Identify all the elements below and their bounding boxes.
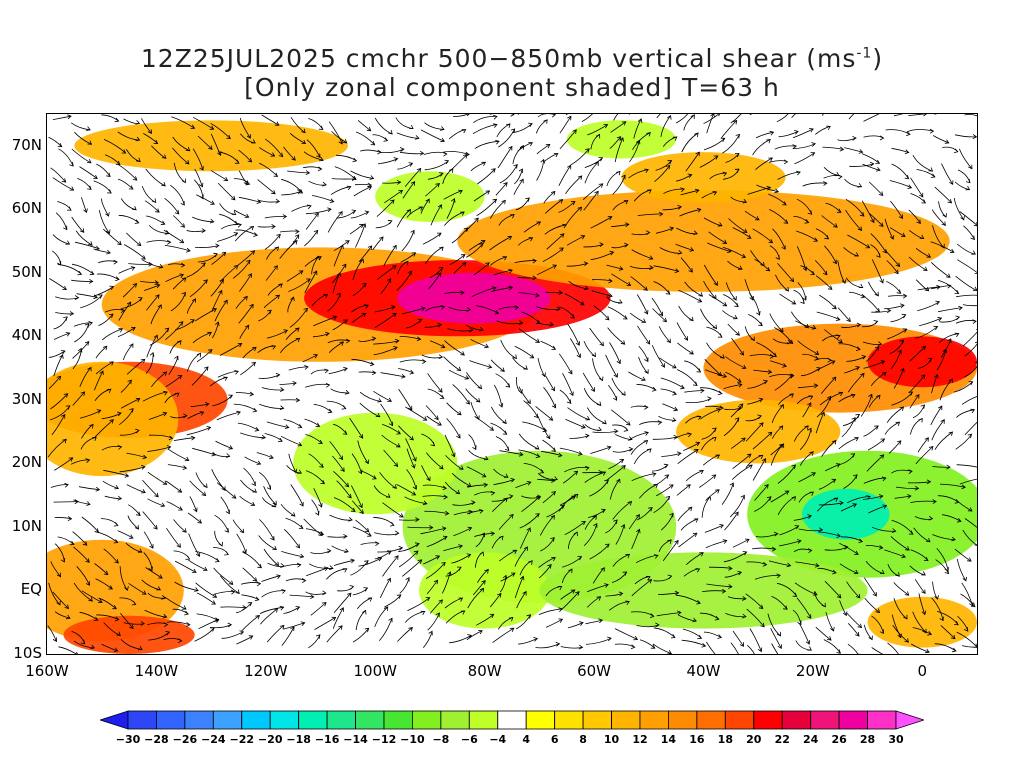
colorbar-swatch-11 <box>411 710 442 730</box>
lon-label-8: 0 <box>917 662 928 680</box>
shear-shading-region-8 <box>47 539 184 642</box>
colorbar-swatch-7 <box>298 710 328 730</box>
lon-label-3: 100W <box>353 662 397 680</box>
map-plot-area <box>46 113 978 655</box>
colorbar-swatch-15 <box>525 710 556 730</box>
colorbar-swatch-28 <box>895 710 924 730</box>
colorbar-swatch-25 <box>810 710 840 730</box>
colorbar-swatch-21 <box>696 710 726 730</box>
lat-label-1: 60N <box>11 199 42 218</box>
colorbar-label-18: 12 <box>632 733 648 746</box>
colorbar-label-25: 26 <box>831 733 847 746</box>
colorbar-label-3: −24 <box>201 733 226 746</box>
lat-label-6: 10N <box>11 516 42 535</box>
colorbar-label-21: 18 <box>717 733 733 746</box>
colorbar-swatch-19 <box>639 710 669 730</box>
colorbar-label-14: 4 <box>522 733 531 746</box>
title-units-exponent: -1 <box>856 45 873 62</box>
colorbar-label-2: −26 <box>172 733 198 746</box>
lon-label-1: 140W <box>134 662 179 680</box>
lat-label-4: 30N <box>11 389 42 408</box>
lat-label-5: 20N <box>11 453 42 472</box>
streamlines <box>47 114 977 654</box>
colorbar-swatch-6 <box>269 710 299 730</box>
colorbar-label-6: −18 <box>286 733 311 746</box>
colorbar-label-10: −10 <box>400 733 425 746</box>
colorbar-swatch-18 <box>611 710 641 730</box>
lon-label-4: 80W <box>467 662 502 680</box>
colorbar-swatch-8 <box>326 710 356 730</box>
colorbar-swatch-20 <box>668 710 698 730</box>
shear-map-svg <box>47 114 977 654</box>
colorbar-label-15: 6 <box>550 733 559 746</box>
colorbar-swatch-22 <box>724 710 755 730</box>
shear-shading-region-2 <box>397 272 551 324</box>
shear-shading-region-20 <box>867 596 977 648</box>
colorbar-swatch-4 <box>212 710 243 730</box>
colorbar-swatch-23 <box>753 710 783 730</box>
colorbar-swatch-10 <box>383 710 413 730</box>
colorbar-label-26: 28 <box>859 733 876 746</box>
lon-label-5: 60W <box>577 662 611 680</box>
colorbar-label-5: −20 <box>257 733 283 746</box>
title-main: 12Z25JUL2025 cmchr 500−850mb vertical sh… <box>140 44 857 73</box>
shear-shading-region-4 <box>47 361 179 477</box>
colorbar-swatch-1 <box>127 710 157 730</box>
colorbar-swatch-12 <box>440 710 470 730</box>
shear-shading-region-5 <box>457 190 950 292</box>
shear-shading-region-15 <box>539 552 868 629</box>
colorbar-swatch-26 <box>838 710 868 730</box>
shear-shading-region-9 <box>63 615 195 654</box>
shear-shading-region-13 <box>293 412 458 515</box>
colorbar-swatch-5 <box>241 710 271 730</box>
lon-label-2: 120W <box>244 662 288 680</box>
colorbar-label-12: −6 <box>460 733 478 746</box>
colorbar-swatch-16 <box>554 710 584 730</box>
lon-label-0: 160W <box>25 662 69 680</box>
colorbar-swatch-27 <box>867 710 897 730</box>
lat-label-7: EQ <box>20 580 42 599</box>
colorbar-label-13: −4 <box>489 733 507 746</box>
lon-label-6: 40W <box>686 662 721 680</box>
shear-shading-region-21 <box>676 399 841 464</box>
colorbar-label-17: 10 <box>603 733 620 746</box>
colorbar-swatch-13 <box>468 710 499 730</box>
colorbar-label-0: −30 <box>115 733 141 746</box>
title-close-paren: ) <box>872 44 884 73</box>
colorbar <box>100 710 924 730</box>
lat-label-3: 40N <box>11 326 42 345</box>
shear-shading-region-7 <box>867 336 977 388</box>
colorbar-swatch-0 <box>100 710 129 730</box>
chart-title-line2: [Only zonal component shaded] T=63 h <box>244 73 780 102</box>
colorbar-label-1: −28 <box>144 733 169 746</box>
colorbar-swatch-2 <box>156 710 186 730</box>
lat-label-0: 70N <box>11 135 42 154</box>
colorbar-swatch-9 <box>355 710 385 730</box>
lon-label-7: 20W <box>795 662 830 680</box>
colorbar-swatch-3 <box>184 710 214 730</box>
shear-shading-region-11 <box>801 488 890 540</box>
colorbar-label-16: 8 <box>579 733 587 746</box>
chart-title-line1: 12Z25JUL2025 cmchr 500−850mb vertical sh… <box>0 44 1024 73</box>
colorbar-label-27: 30 <box>888 733 904 746</box>
colorbar-label-22: 20 <box>746 733 762 746</box>
shear-shading-region-16 <box>375 171 485 222</box>
colorbar-swatch-24 <box>781 710 812 730</box>
colorbar-swatch-17 <box>582 710 612 730</box>
colorbar-swatch-14 <box>497 710 527 730</box>
colorbar-label-7: −16 <box>314 733 340 746</box>
colorbar-label-11: −8 <box>432 733 450 746</box>
colorbar-label-9: −12 <box>371 733 397 746</box>
colorbar-label-8: −14 <box>343 733 368 746</box>
colorbar-label-4: −22 <box>229 733 255 746</box>
lat-label-2: 50N <box>11 262 42 281</box>
colorbar-label-19: 14 <box>660 733 677 746</box>
shear-shading-region-14 <box>419 552 551 629</box>
colorbar-label-23: 22 <box>774 733 790 746</box>
colorbar-label-20: 16 <box>689 733 705 746</box>
shear-shading-region-19 <box>621 152 786 203</box>
lat-label-8: 10S <box>13 644 42 662</box>
colorbar-label-24: 24 <box>803 733 819 746</box>
